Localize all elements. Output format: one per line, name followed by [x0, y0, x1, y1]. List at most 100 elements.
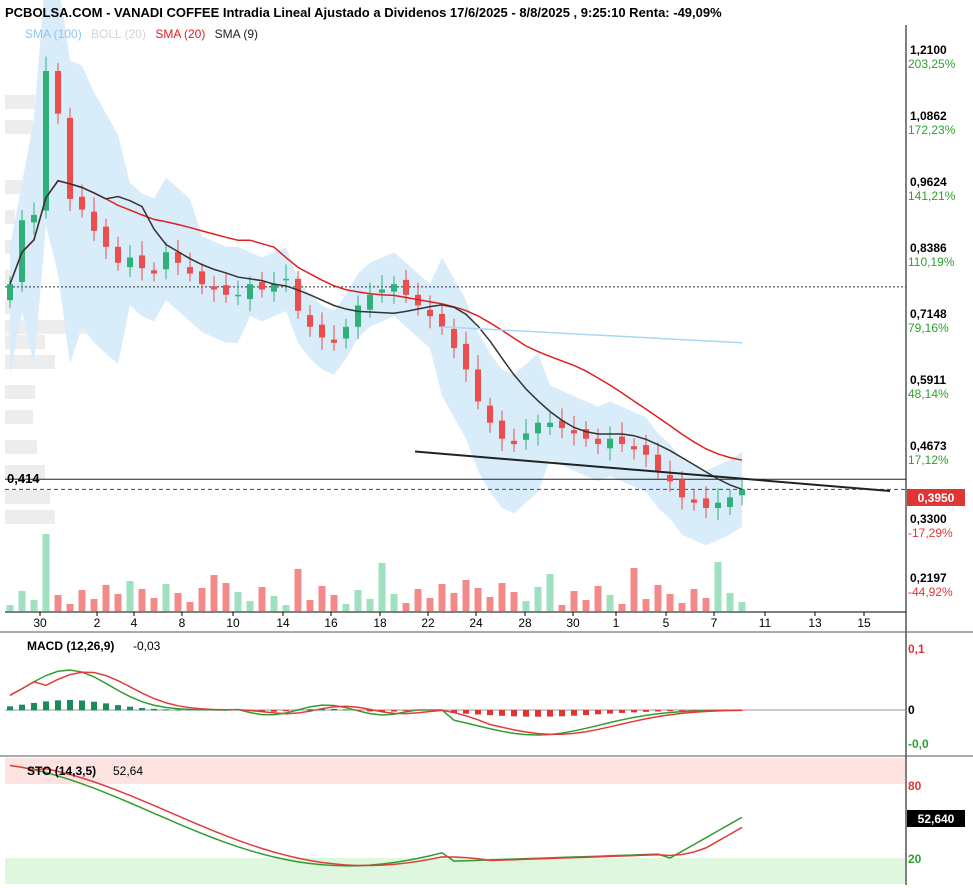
volume-profile-bar [5, 355, 55, 369]
volume-bar [570, 591, 578, 611]
candle-body [607, 438, 613, 449]
macd-histogram-bar [451, 710, 457, 714]
sto-axis-80: 80 [908, 779, 922, 793]
macd-histogram-bar [487, 710, 493, 716]
candle-body [139, 255, 145, 269]
legend-sma20: SMA (20) [155, 27, 205, 41]
volume-bar [366, 599, 374, 611]
price-level-label: 0,5911 [910, 373, 946, 387]
macd-histogram-bar [91, 701, 97, 711]
macd-histogram-bar [379, 710, 385, 712]
macd-histogram-bar [391, 710, 397, 712]
price-level-label: 1,0862 [910, 109, 947, 123]
candle-body [523, 433, 529, 440]
sma9-line [9, 179, 743, 491]
macd-histogram-bar [103, 703, 109, 711]
volume-bar [690, 589, 698, 611]
candle-body [223, 285, 229, 295]
candle-body [631, 446, 637, 450]
x-tick-label: 22 [421, 616, 435, 630]
sto-value: 52,64 [113, 764, 143, 778]
volume-profile-bar [5, 210, 15, 224]
candle-body [331, 339, 337, 343]
macd-histogram-bar [55, 700, 61, 711]
x-tick-label: 16 [324, 616, 338, 630]
sto-panel [9, 764, 743, 867]
bollinger-band [10, 0, 742, 546]
candle-body [643, 445, 649, 455]
volume-bar [438, 584, 446, 611]
last-price-badge [907, 489, 965, 506]
macd-histogram-bar [511, 710, 517, 717]
candle-body [283, 278, 289, 281]
macd-histogram-bar [67, 700, 73, 711]
volume-bar [30, 600, 38, 611]
sma20-line [9, 179, 743, 461]
volume-bar [126, 581, 134, 611]
volume-bar [594, 586, 602, 611]
candle-body [451, 328, 457, 349]
macd-histogram-bar [43, 701, 49, 711]
candle-body [115, 246, 121, 263]
macd-histogram-bar [259, 710, 265, 712]
volume-bar [222, 583, 230, 611]
volume-bar [342, 604, 350, 611]
candle-body [31, 214, 37, 223]
volume-bar [390, 594, 398, 611]
macd-histogram-bar [523, 710, 529, 717]
macd-histogram-bar [151, 708, 157, 711]
macd-histogram-bar [139, 707, 145, 711]
volume-bar [282, 605, 290, 611]
volume-bar [114, 594, 122, 611]
x-tick-label: 4 [131, 616, 138, 630]
candle-body [43, 70, 49, 211]
macd-histogram-bar [595, 710, 601, 715]
macd-histogram-bar [547, 710, 553, 717]
volume-bar [66, 604, 74, 611]
macd-histogram-bar [223, 709, 229, 711]
volume-bar [462, 580, 470, 611]
macd-histogram-bar [271, 710, 277, 712]
candle-body [367, 294, 373, 310]
volume-bar [546, 574, 554, 611]
volume-bar [54, 595, 62, 611]
volume-profile-bar [5, 510, 55, 524]
macd-histogram-bar [643, 710, 649, 712]
candle-body [151, 270, 157, 274]
candle-body [739, 489, 745, 496]
legend-sma100: SMA (100) [25, 27, 82, 41]
x-tick-label: 28 [518, 616, 532, 630]
candle-body [511, 440, 517, 445]
macd-histogram-bar [427, 710, 433, 711]
price-level-pct: 17,12% [908, 453, 949, 467]
legend-boll: BOLL (20) [91, 27, 146, 41]
volume-profile-bar [5, 465, 45, 479]
macd-axis-bottom: -0,0 [908, 737, 929, 751]
candle-body [175, 252, 181, 263]
price-level-pct: 79,16% [908, 321, 949, 335]
price-level-label: 0,2197 [910, 571, 947, 585]
candle-body [499, 420, 505, 439]
macd-signal-line [9, 671, 743, 736]
candle-body [7, 284, 13, 301]
volume-profile-bar [5, 410, 33, 424]
volume-bar [6, 605, 14, 611]
price-level-label: 1,2100 [910, 43, 947, 57]
macd-histogram-bar [175, 709, 181, 711]
volume-bar [18, 591, 26, 611]
price-level-pct: 172,23% [908, 123, 956, 137]
macd-histogram-bar [619, 710, 625, 713]
macd-histogram-bar [283, 710, 289, 712]
candle-body [439, 314, 445, 327]
candle-body [691, 499, 697, 503]
candle-body [259, 282, 265, 290]
price-level-label: 0,3300 [910, 512, 947, 526]
volume-bar [42, 534, 50, 611]
macd-histogram-bar [727, 710, 733, 711]
candle-body [559, 420, 565, 429]
macd-histogram-bar [199, 709, 205, 711]
volume-profile-bar [5, 440, 37, 454]
candle-body [475, 369, 481, 402]
volume-bar [210, 575, 218, 611]
